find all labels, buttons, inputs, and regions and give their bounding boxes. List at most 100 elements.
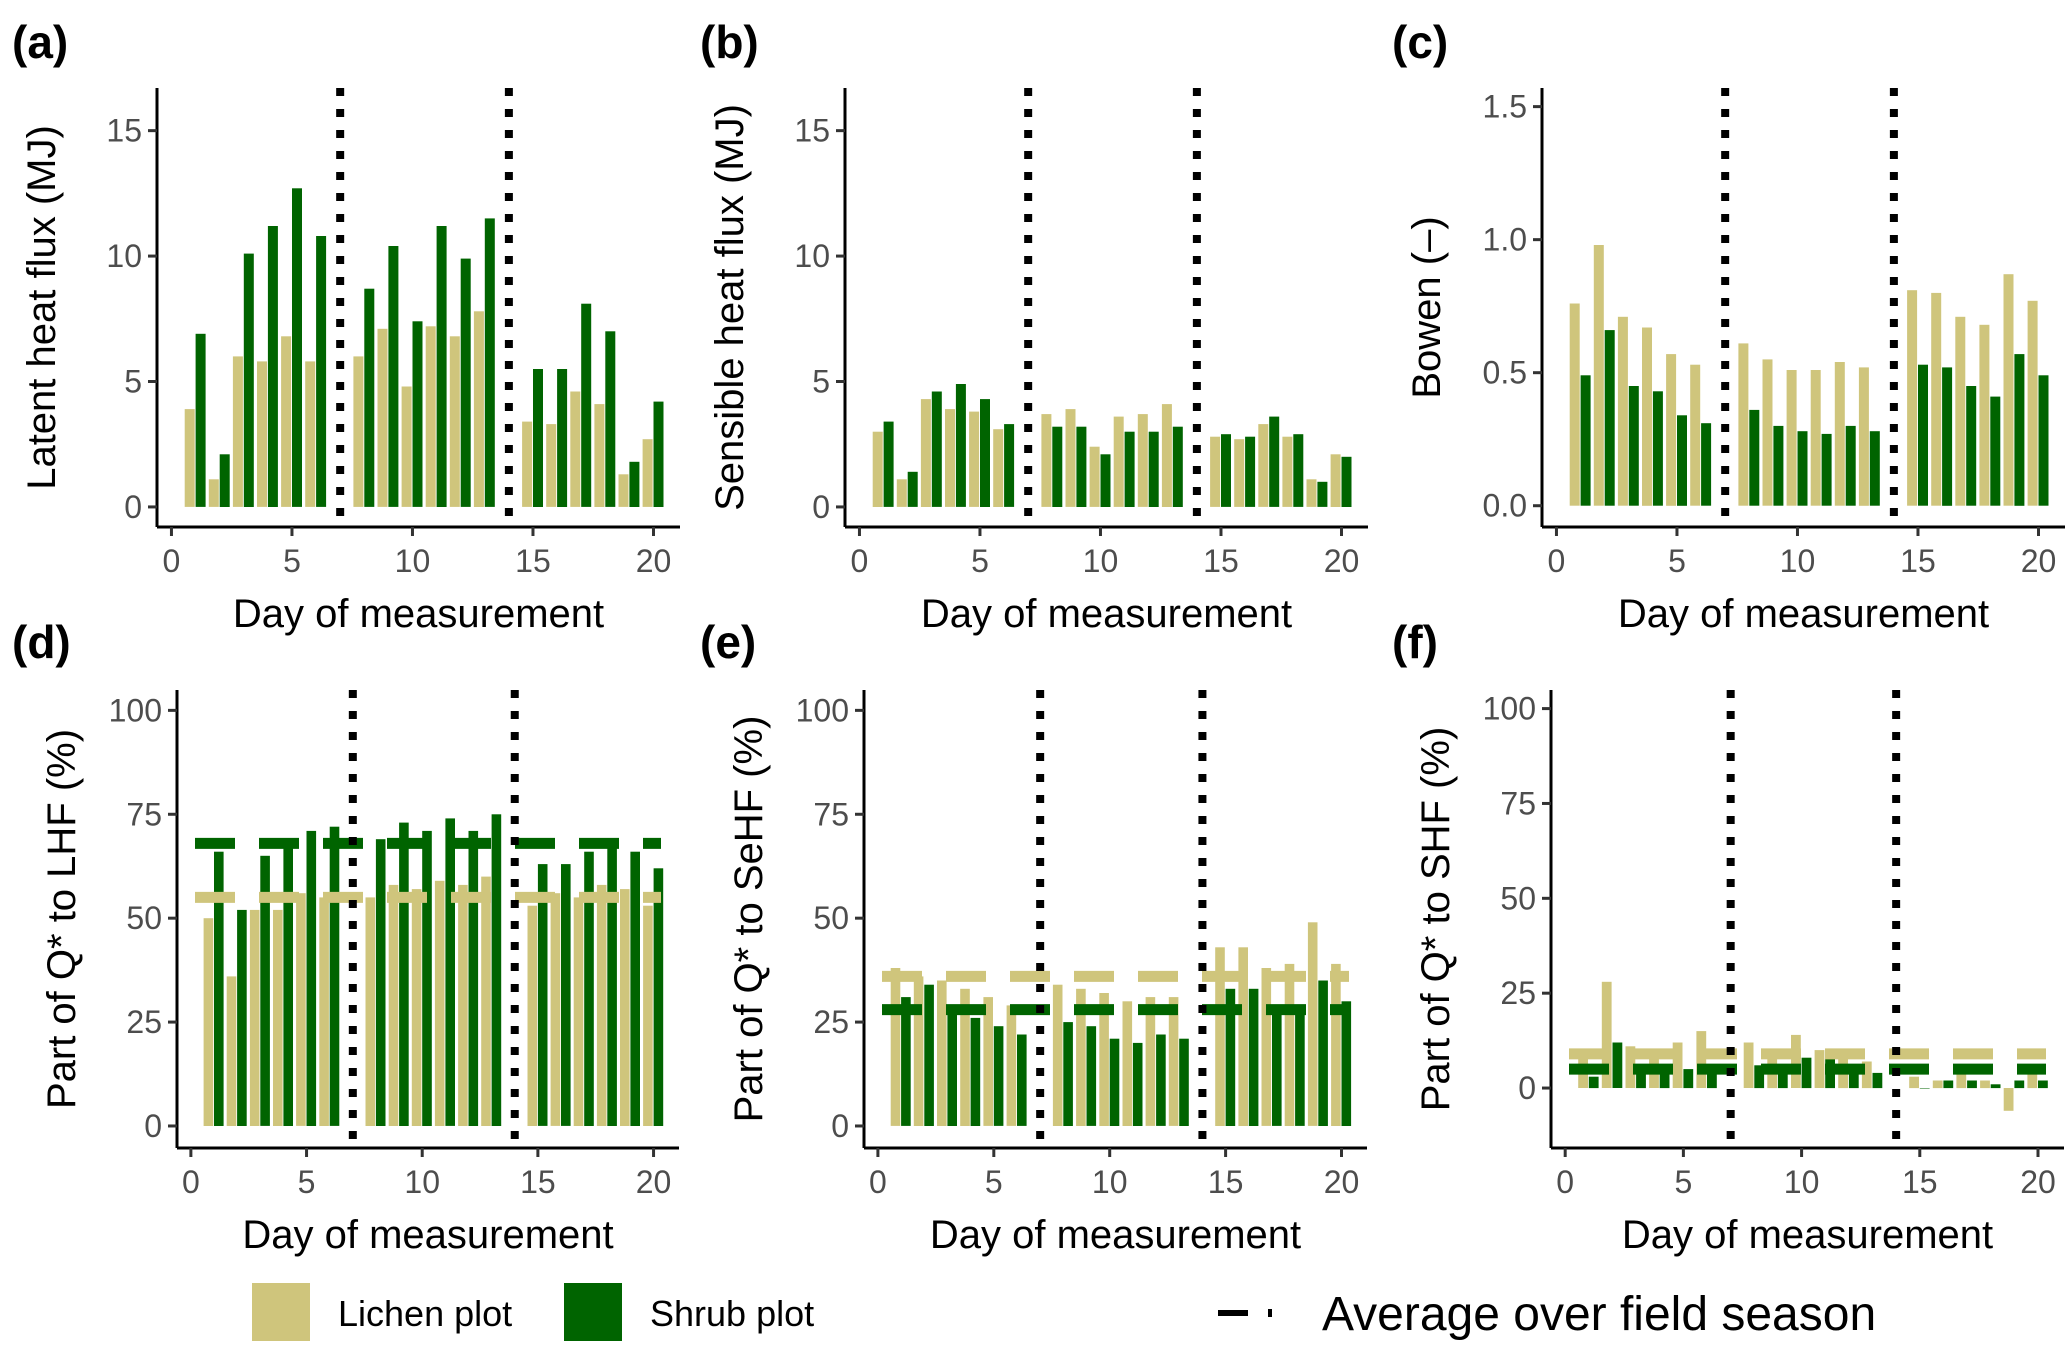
x-tick-label-f: 10 [1784, 1164, 1820, 1200]
bar-shrub-a [267, 226, 278, 507]
bar-lichen-f [1625, 1046, 1636, 1088]
y-tick-label-a: 10 [106, 238, 142, 274]
bar-lichen-c [1690, 364, 1701, 506]
bar-lichen-f [1791, 1034, 1801, 1088]
bar-shrub-a [364, 288, 375, 507]
bar-lichen-c [1834, 362, 1845, 506]
bar-lichen-c [1786, 370, 1797, 506]
y-axis-title-e: Part of Q* to SeHF (%) [727, 716, 771, 1123]
bar-lichen-d [249, 909, 260, 1126]
bar-shrub-c [1942, 367, 1953, 506]
panel-label-a: (a) [12, 16, 68, 68]
bar-shrub-e [970, 1017, 981, 1126]
bar-lichen-a [642, 439, 653, 507]
x-tick-label-e: 20 [1324, 1164, 1360, 1200]
bar-shrub-d [584, 851, 594, 1126]
bar-shrub-a [629, 461, 640, 507]
bar-lichen-d [481, 876, 491, 1126]
x-tick-label-b: 20 [1324, 543, 1360, 579]
x-tick-label-f: 0 [1556, 1164, 1574, 1200]
bar-shrub-a [388, 246, 399, 507]
bar-shrub-c [1990, 396, 2001, 506]
bar-shrub-a [195, 333, 206, 507]
bar-lichen-c [1955, 316, 1966, 506]
bar-shrub-b [1052, 426, 1063, 507]
bar-shrub-c [1797, 431, 1808, 506]
x-tick-label-c: 0 [1548, 543, 1566, 579]
y-tick-label-a: 5 [124, 364, 142, 400]
panel-label-e: (e) [700, 616, 756, 668]
bar-shrub-f [1683, 1069, 1694, 1089]
bar-shrub-a [436, 226, 447, 507]
bar-shrub-b [955, 384, 966, 507]
bar-shrub-e [1248, 988, 1259, 1126]
bar-lichen-d [388, 884, 399, 1126]
bar-shrub-e [1156, 1034, 1166, 1126]
y-tick-label-e: 75 [813, 796, 849, 832]
bar-shrub-c [1652, 391, 1663, 506]
legend-lichen-swatch [252, 1283, 310, 1341]
y-tick-label-f: 100 [1483, 691, 1536, 727]
bar-shrub-e [1132, 1042, 1143, 1126]
bar-shrub-b [1172, 426, 1183, 507]
bar-shrub-e [1341, 1001, 1352, 1126]
chart-panels: (a) 0 5 10 15 0 5 10 15 20 Day of measurement Laten… [12, 16, 2065, 1257]
bar-lichen-a [449, 336, 460, 507]
bar-lichen-e [983, 997, 993, 1126]
bar-shrub-a [219, 454, 230, 507]
bar-lichen-e [890, 968, 901, 1126]
bar-shrub-b [1245, 436, 1256, 507]
y-tick-label-b: 10 [794, 238, 830, 274]
bar-lichen-c [2027, 300, 2038, 506]
x-axis-title-c: Day of measurement [1618, 592, 1989, 636]
bar-shrub-b [1341, 456, 1352, 507]
bar-lichen-b [945, 409, 955, 507]
bar-shrub-d [214, 851, 224, 1126]
panel-label-c: (c) [1392, 16, 1448, 68]
bar-lichen-e [1261, 968, 1272, 1126]
bar-lichen-e [1052, 984, 1063, 1126]
bar-lichen-a [546, 424, 557, 507]
bar-lichen-a [232, 356, 243, 507]
bar-lichen-b [969, 411, 980, 507]
bar-shrub-d [468, 830, 479, 1126]
bar-shrub-d [561, 864, 571, 1126]
y-tick-label-d: 0 [144, 1108, 162, 1144]
bar-lichen-c [1569, 303, 1580, 506]
bar-shrub-a [533, 369, 543, 507]
x-tick-label-f: 5 [1674, 1164, 1692, 1200]
x-tick-label-b: 10 [1083, 543, 1119, 579]
bar-lichen-b [993, 429, 1004, 507]
x-axis-title-f: Day of measurement [1622, 1213, 1993, 1257]
bar-shrub-f [1588, 1076, 1599, 1089]
bar-shrub-a [484, 218, 495, 507]
bar-shrub-e [1225, 988, 1236, 1126]
bar-lichen-a [618, 474, 629, 507]
y-tick-label-d: 25 [126, 1004, 162, 1040]
bar-shrub-e [1086, 1026, 1097, 1126]
bar-lichen-a [522, 421, 533, 507]
bar-lichen-e [1168, 997, 1179, 1126]
x-tick-label-d: 0 [182, 1164, 200, 1200]
bar-shrub-b [907, 471, 918, 507]
bar-lichen-c [1979, 324, 1990, 506]
bar-shrub-b [980, 399, 990, 507]
bar-lichen-d [365, 897, 376, 1126]
y-tick-label-b: 15 [794, 113, 830, 149]
x-axis-title-e: Day of measurement [930, 1213, 1301, 1257]
y-tick-label-f: 0 [1518, 1070, 1536, 1106]
panel-d: (d) 0 25 50 75 100 0 5 10 15 20 Day of measurement P… [12, 616, 679, 1257]
bar-lichen-b [1258, 424, 1269, 507]
legend: Lichen plot Shrub plot Average over fiel… [252, 1283, 1876, 1341]
bar-shrub-c [1677, 415, 1687, 506]
x-tick-label-a: 15 [515, 543, 551, 579]
bar-shrub-e [924, 984, 934, 1126]
bar-lichen-f [1861, 1061, 1872, 1089]
bar-shrub-d [445, 818, 455, 1126]
bar-lichen-b [896, 479, 907, 507]
bar-lichen-b [1282, 436, 1293, 507]
bar-shrub-e [1017, 1034, 1027, 1126]
bar-shrub-f [1967, 1080, 1977, 1089]
x-axis-title-d: Day of measurement [242, 1213, 613, 1257]
bar-shrub-b [1148, 431, 1159, 507]
